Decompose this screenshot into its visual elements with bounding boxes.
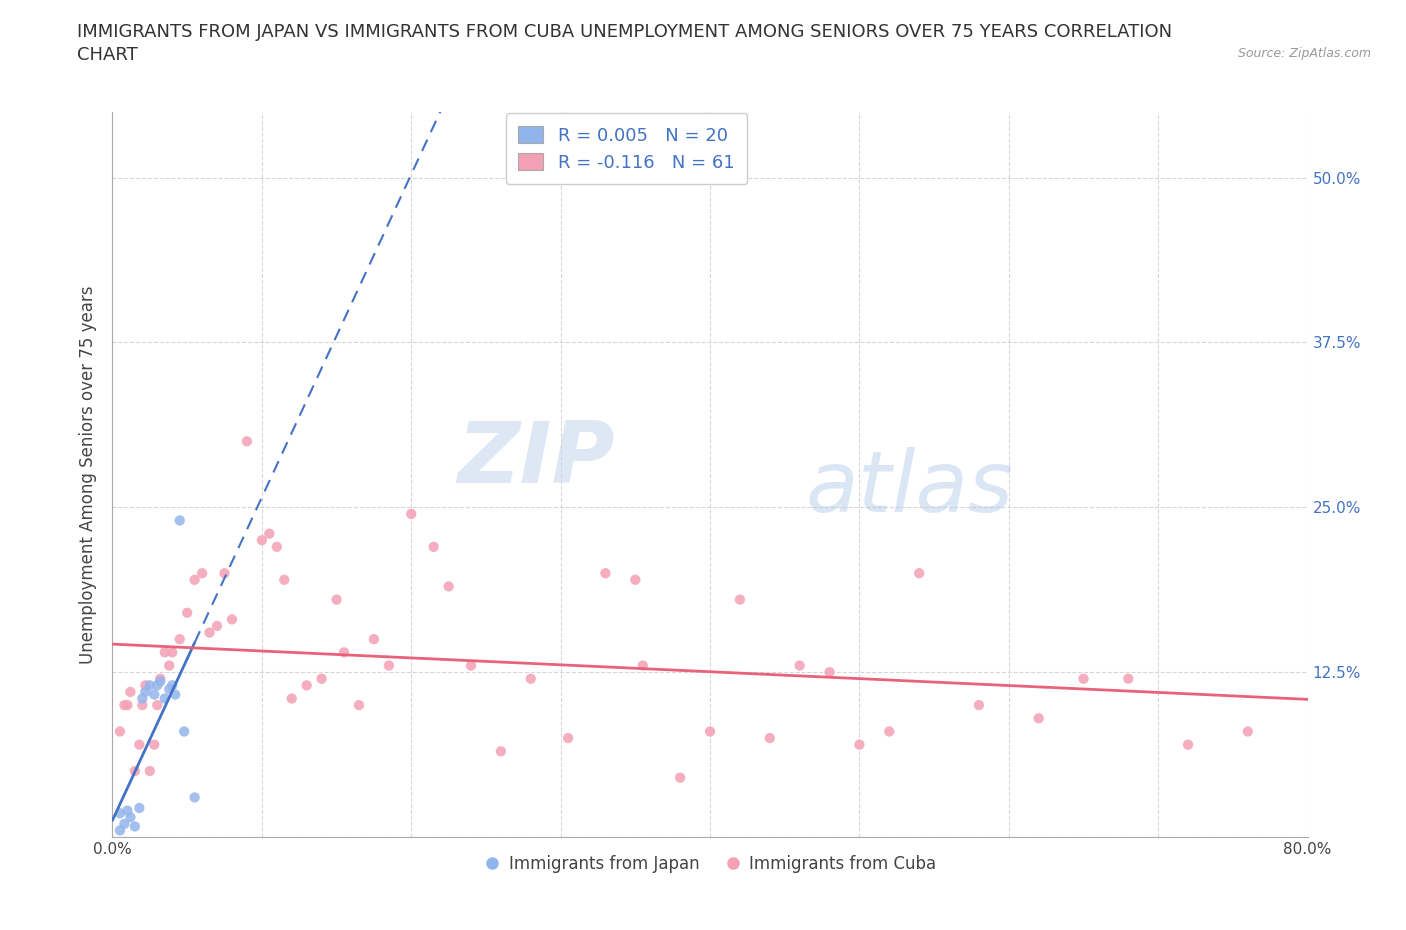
Point [169, 513, 191, 528]
Point [153, 691, 176, 706]
Point [157, 682, 180, 697]
Point [117, 698, 139, 712]
Point [1237, 724, 1260, 739]
Point [120, 810, 142, 825]
Point [295, 678, 318, 693]
Point [176, 605, 198, 620]
Point [259, 526, 281, 541]
Point [631, 658, 654, 673]
Point [437, 579, 460, 594]
Point [624, 572, 647, 587]
Point [183, 572, 205, 587]
Point [131, 698, 153, 712]
Point [848, 737, 870, 752]
Point [128, 801, 150, 816]
Point [557, 731, 579, 746]
Point [759, 731, 782, 746]
Point [108, 724, 131, 739]
Point [1177, 737, 1199, 752]
Point [169, 631, 191, 646]
Text: atlas: atlas [806, 447, 1014, 530]
Point [595, 565, 617, 580]
Point [153, 644, 176, 659]
Point [669, 770, 692, 785]
Point [162, 644, 183, 659]
Point [183, 790, 205, 804]
Point [120, 684, 142, 699]
Point [114, 817, 135, 831]
Point [728, 592, 751, 607]
Point [236, 434, 259, 449]
Point [281, 691, 304, 706]
Point [908, 565, 931, 580]
Point [363, 631, 385, 646]
Point [157, 658, 180, 673]
Point [325, 592, 347, 607]
Point [879, 724, 901, 739]
Text: ZIP: ZIP [457, 418, 614, 501]
Point [198, 625, 221, 640]
Point [967, 698, 990, 712]
Point [124, 819, 146, 834]
Point [143, 737, 166, 752]
Y-axis label: Unemployment Among Seniors over 75 years: Unemployment Among Seniors over 75 years [79, 286, 97, 663]
Point [191, 565, 214, 580]
Point [205, 618, 228, 633]
Point [1028, 711, 1050, 725]
Point [117, 804, 139, 818]
Point [165, 687, 187, 702]
Point [149, 674, 172, 689]
Point [114, 698, 135, 712]
Point [789, 658, 811, 673]
Text: IMMIGRANTS FROM JAPAN VS IMMIGRANTS FROM CUBA UNEMPLOYMENT AMONG SENIORS OVER 75: IMMIGRANTS FROM JAPAN VS IMMIGRANTS FROM… [77, 23, 1173, 41]
Text: CHART: CHART [77, 46, 138, 64]
Point [422, 539, 444, 554]
Point [401, 507, 423, 522]
Point [489, 744, 512, 759]
Point [139, 764, 162, 778]
Point [134, 684, 156, 699]
Point [146, 698, 169, 712]
Point [128, 737, 150, 752]
Text: Source: ZipAtlas.com: Source: ZipAtlas.com [1237, 46, 1371, 60]
Point [146, 678, 169, 693]
Point [347, 698, 370, 712]
Point [108, 805, 131, 820]
Point [139, 678, 162, 693]
Point [378, 658, 401, 673]
Point [250, 533, 273, 548]
Point [1118, 671, 1140, 686]
Point [266, 539, 288, 554]
Point [818, 665, 841, 680]
Point [173, 724, 195, 739]
Point [143, 687, 166, 702]
Point [214, 565, 236, 580]
Point [520, 671, 543, 686]
Point [333, 644, 356, 659]
Point [460, 658, 482, 673]
Point [699, 724, 721, 739]
Point [1073, 671, 1095, 686]
Point [162, 678, 183, 693]
Point [134, 678, 156, 693]
Point [221, 612, 243, 627]
Point [311, 671, 333, 686]
Point [273, 572, 295, 587]
Point [149, 671, 172, 686]
Point [108, 823, 131, 838]
Point [131, 691, 153, 706]
Point [124, 764, 146, 778]
Legend: Immigrants from Japan, Immigrants from Cuba: Immigrants from Japan, Immigrants from C… [477, 848, 943, 880]
